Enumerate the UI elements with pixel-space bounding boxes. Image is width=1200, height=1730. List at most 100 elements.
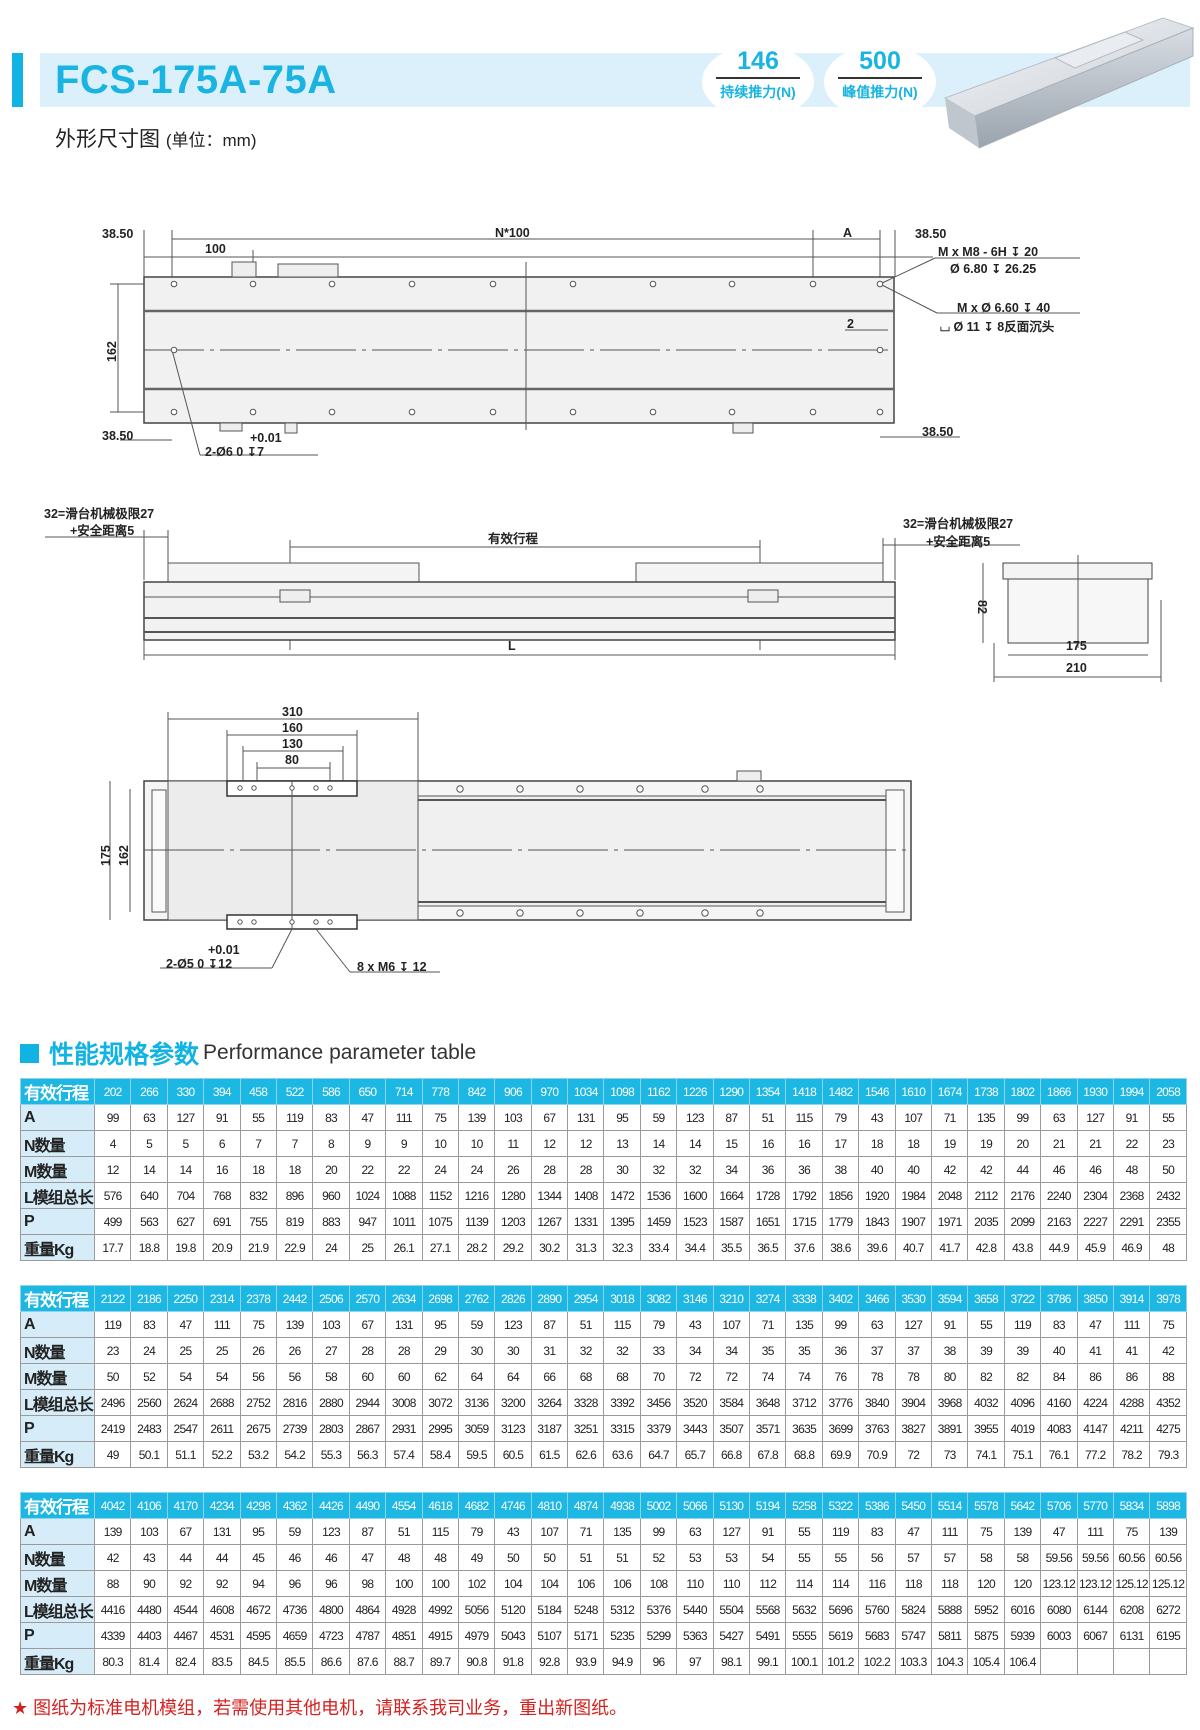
table-header-row: 有效行程 2122 2186 2250 2314 2378 2442 2506 2570 2634…	[20, 1285, 1187, 1312]
value-cell: 16	[785, 1130, 823, 1157]
value-cell: 110	[712, 1570, 751, 1597]
value-cell: 53.2	[239, 1441, 277, 1468]
value-cell: 102	[457, 1570, 496, 1597]
row-label: 重量Kg	[20, 1441, 95, 1468]
value-cell: 35.5	[712, 1234, 751, 1261]
divider	[838, 77, 922, 79]
value-cell: 56.3	[348, 1441, 387, 1468]
value-cell: 33.4	[639, 1234, 678, 1261]
value-cell: 68.8	[785, 1441, 823, 1468]
value-cell: 2355	[1149, 1208, 1187, 1235]
stroke-cell: 5450	[894, 1492, 932, 1519]
stroke-cell: 2378	[239, 1285, 277, 1312]
stroke-cell: 2570	[348, 1285, 387, 1312]
table-row: L模组总长 576 640 704 768 832 896 960 1024 1088 1152 12…	[20, 1182, 1187, 1209]
value-cell: 110	[676, 1570, 714, 1597]
stroke-cell: 3594	[930, 1285, 969, 1312]
value-cell: 5696	[821, 1596, 860, 1623]
value-cell: 1536	[639, 1182, 678, 1209]
value-cell: 2931	[385, 1415, 423, 1442]
value-cell: 1075	[421, 1208, 459, 1235]
value-cell: 64	[457, 1363, 496, 1390]
value-cell: 91	[1112, 1104, 1151, 1131]
value-cell: 30	[457, 1337, 496, 1364]
hole-icon	[876, 280, 884, 288]
value-cell: 54	[203, 1363, 241, 1390]
value-cell: 40	[894, 1156, 932, 1183]
value-cell: 108	[639, 1570, 678, 1597]
continuous-force-badge: 146 持续推力(N)	[702, 45, 814, 119]
value-cell: 3443	[676, 1415, 714, 1442]
value-cell	[1076, 1648, 1114, 1675]
value-cell: 2112	[967, 1182, 1005, 1209]
stroke-cell: 1034	[567, 1078, 605, 1105]
bottom-holes	[237, 785, 764, 925]
dim-n100: N*100	[495, 226, 530, 240]
value-cell: 28	[567, 1156, 605, 1183]
value-cell: 4288	[1112, 1389, 1151, 1416]
value-cell: 95	[239, 1518, 277, 1545]
value-cell: 79	[639, 1311, 678, 1338]
value-cell: 119	[1003, 1311, 1042, 1338]
hole-icon	[756, 909, 764, 917]
stroke-cell: 5898	[1149, 1492, 1187, 1519]
value-cell: 125.12	[1112, 1570, 1151, 1597]
value-cell: 35	[749, 1337, 787, 1364]
value-cell: 67	[166, 1518, 205, 1545]
value-cell: 6067	[1076, 1622, 1114, 1649]
value-cell: 5376	[639, 1596, 678, 1623]
value-cell: 28	[530, 1156, 569, 1183]
value-cell: 36.5	[749, 1234, 787, 1261]
value-cell: 5440	[676, 1596, 714, 1623]
value-cell: 111	[203, 1311, 241, 1338]
value-cell: 44	[1003, 1156, 1042, 1183]
value-cell: 77.2	[1076, 1441, 1114, 1468]
stroke-cell: 3082	[639, 1285, 678, 1312]
stroke-cell: 330	[166, 1078, 205, 1105]
value-cell: 59.56	[1076, 1544, 1114, 1571]
value-cell: 88	[1149, 1363, 1187, 1390]
value-cell: 56	[239, 1363, 277, 1390]
value-cell: 5363	[676, 1622, 714, 1649]
value-cell: 1280	[494, 1182, 532, 1209]
value-cell: 2240	[1040, 1182, 1078, 1209]
value-cell: 116	[858, 1570, 896, 1597]
peak-force-label: 峰值推力(N)	[842, 84, 918, 100]
mounting-holes	[170, 280, 884, 416]
value-cell: 52	[639, 1544, 678, 1571]
value-cell: 75	[421, 1104, 459, 1131]
value-cell: 82	[967, 1363, 1005, 1390]
value-cell: 88.7	[385, 1648, 423, 1675]
value-cell: 100	[385, 1570, 423, 1597]
value-cell: 6003	[1040, 1622, 1078, 1649]
value-cell: 25	[348, 1234, 387, 1261]
value-cell: 15	[712, 1130, 751, 1157]
value-cell: 79	[821, 1104, 860, 1131]
value-cell: 43	[858, 1104, 896, 1131]
value-cell: 1024	[348, 1182, 387, 1209]
value-cell: 4979	[457, 1622, 496, 1649]
value-cell: 3584	[712, 1389, 751, 1416]
value-cell: 51	[603, 1544, 641, 1571]
value-cell: 54	[749, 1544, 787, 1571]
value-cell: 120	[967, 1570, 1005, 1597]
value-cell: 4096	[1003, 1389, 1042, 1416]
stroke-cell: 4554	[385, 1492, 423, 1519]
value-cell: 1459	[639, 1208, 678, 1235]
value-cell: 6080	[1040, 1596, 1078, 1623]
value-cell: 5171	[567, 1622, 605, 1649]
stroke-cell: 778	[421, 1078, 459, 1105]
dim-a: A	[843, 226, 852, 240]
value-cell: 20	[312, 1156, 350, 1183]
value-cell: 1600	[676, 1182, 714, 1209]
value-cell: 123	[494, 1311, 532, 1338]
stroke-cell: 5642	[1003, 1492, 1042, 1519]
counterbore-spec: ⌴ Ø 11 ↧ 8反面沉头	[940, 319, 1055, 334]
value-cell: 139	[457, 1104, 496, 1131]
value-cell: 60.5	[494, 1441, 532, 1468]
side-view-drawing	[45, 530, 1162, 682]
value-cell: 36	[785, 1156, 823, 1183]
value-cell: 91.8	[494, 1648, 532, 1675]
value-cell: 5632	[785, 1596, 823, 1623]
value-cell: 87	[348, 1518, 387, 1545]
